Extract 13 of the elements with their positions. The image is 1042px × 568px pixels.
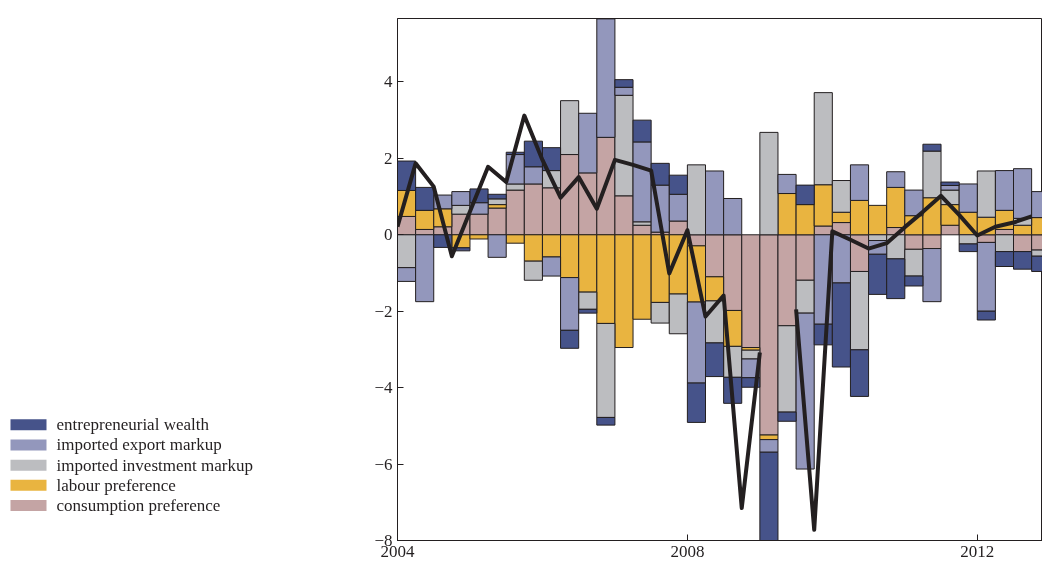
legend-label: imported investment markup	[56, 455, 253, 475]
legend-label: imported export markup	[56, 435, 222, 455]
y-tick-label: −6	[374, 454, 393, 474]
legend-label: consumption preference	[56, 496, 221, 516]
x-tick-label: 2012	[960, 541, 995, 561]
y-tick-label: −4	[374, 378, 393, 398]
legend-label: labour preference	[56, 475, 176, 495]
y-tick-label: −2	[374, 301, 393, 321]
y-tick-label: 0	[384, 225, 393, 245]
x-tick-label: 2008	[670, 541, 705, 561]
y-tick-label: 2	[384, 148, 393, 168]
legend-label: entrepreneurial wealth	[56, 415, 210, 435]
y-tick-label: 4	[384, 72, 393, 92]
